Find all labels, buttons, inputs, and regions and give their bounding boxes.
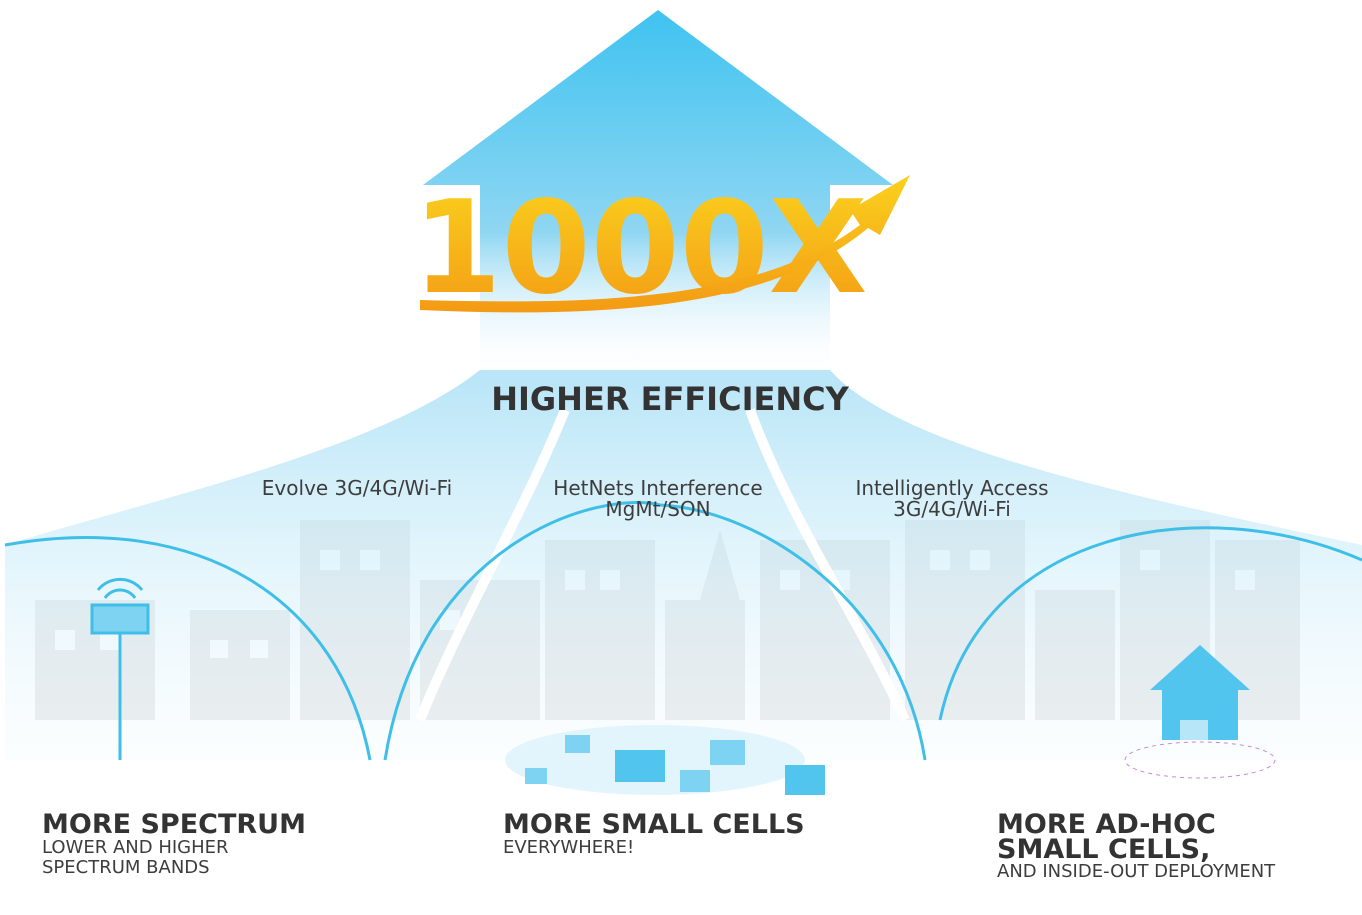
infographic: 1000X HIGHER EFFICIENCY Evolve 3G/4G/Wi-… — [0, 0, 1362, 915]
pillar-subtitle: LOWER AND HIGHER — [42, 837, 229, 858]
pillar-title: MORE SPECTRUM — [42, 809, 306, 840]
efficiency-fan — [5, 370, 1362, 760]
stream-label: Evolve 3G/4G/Wi-Fi — [262, 476, 452, 500]
headline-subtitle: HIGHER EFFICIENCY — [491, 380, 849, 418]
stream-label: MgMt/SON — [605, 497, 710, 521]
pillar-title: MORE SMALL CELLS — [503, 809, 805, 840]
pillar-subtitle: AND INSIDE-OUT DEPLOYMENT — [997, 861, 1276, 882]
stream-label: 3G/4G/Wi-Fi — [893, 497, 1011, 521]
pillar-subtitle: SPECTRUM BANDS — [42, 857, 210, 878]
pillar-subtitle: EVERYWHERE! — [503, 837, 634, 858]
